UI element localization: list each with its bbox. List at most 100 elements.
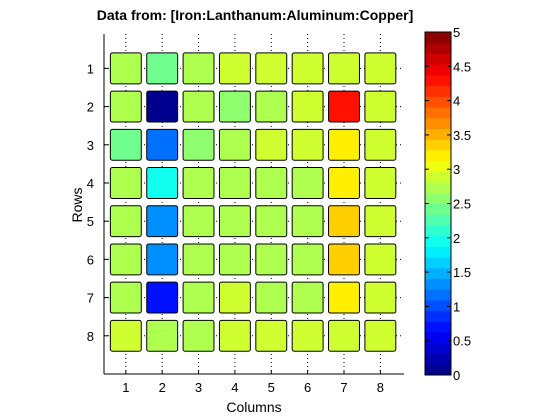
heatmap-cell [328,243,360,276]
colorbar-band [425,353,451,365]
heatmap-cell [182,90,215,123]
heatmap-cell [328,205,360,238]
heatmap-cell [218,243,251,276]
y-tick-label: 4 [87,176,94,191]
heatmap-cell [364,90,397,123]
heatmap-cell [255,243,288,276]
y-axis-label: Rows [69,187,85,222]
y-tick-label: 7 [87,291,94,306]
colorbar-band [425,332,451,344]
colorbar-tick-label: 2.5 [453,197,471,212]
heatmap-cell [218,90,251,123]
heatmap-cell [146,90,179,123]
heatmap-cell [291,205,324,238]
colorbar-band [425,364,451,376]
heatmap-cell [328,167,360,199]
y-tick-label: 3 [87,138,94,153]
x-tick-label: 7 [340,380,347,395]
colorbar-band [425,289,451,301]
heatmap-cell [182,52,215,85]
heatmap-cell [255,205,288,238]
heatmap-cell [109,281,142,314]
heatmap-cell [291,319,324,352]
colorbar-tick-label: 2 [453,231,460,246]
heatmap-cell [146,52,179,85]
heatmap-cell [291,167,324,199]
colorbar-band [425,42,451,54]
heatmap-cell [146,167,179,199]
heatmap-cell [146,281,179,314]
y-tick-label: 1 [87,61,94,76]
heatmap-cell [364,52,397,85]
colorbar-band [425,139,451,151]
colorbar-band [425,117,451,129]
colorbar-band [425,32,451,44]
colorbar-tick-label: 1 [453,299,460,314]
colorbar-tick-label: 3 [453,162,460,177]
colorbar-band [425,160,451,172]
colorbar-band [425,278,451,290]
colorbar-band [425,224,451,237]
y-tick-label: 6 [87,252,94,267]
colorbar-band [425,214,451,226]
heatmap-cell [291,128,324,161]
heatmap-cell [291,281,324,314]
colorbar-band [425,64,451,76]
y-tick-label: 5 [87,214,94,229]
heatmap-cell [218,167,251,199]
colorbar-band [425,149,451,162]
heatmap-cell [328,90,360,123]
heatmap-cell [146,128,179,161]
heatmap-cell [328,128,360,161]
colorbar-band [425,74,451,87]
x-tick-label: 4 [231,380,238,395]
heatmap-cell [109,243,142,276]
colorbar-tick-label: 4 [453,94,460,109]
heatmap-cell [182,281,215,314]
y-tick-label: 2 [87,100,94,115]
x-tick-label: 1 [122,380,129,395]
heatmap-cell [109,128,142,161]
heatmap-cell [364,319,397,352]
heatmap-cell [182,319,215,352]
heatmap-cell [364,281,397,314]
colorbar-band [425,310,451,322]
colorbar-tick-label: 0 [453,368,460,383]
colorbar-band [425,299,451,312]
y-tick-label: 8 [87,329,94,344]
colorbar-tick-label: 3.5 [453,128,471,143]
colorbar-band [425,96,451,108]
colorbar-band [425,53,451,65]
heatmap-cell [255,90,288,123]
heatmap-cell [109,90,142,123]
heatmap-cell [218,281,251,314]
chart-title: Data from: [Iron:Lanthanum:Aluminum:Copp… [97,7,414,23]
colorbar-band [425,171,451,183]
heatmap-cell [218,319,251,352]
colorbar-band [425,267,451,280]
colorbar-band [425,246,451,258]
heatmap-cell [328,281,360,314]
heatmap-cell [109,319,142,352]
x-tick-label: 5 [268,380,275,395]
colorbar-band [425,342,451,355]
colorbar-tick-label: 0.5 [453,334,471,349]
colorbar-tick-label: 4.5 [453,59,471,74]
heatmap-cell [109,167,142,199]
heatmap-cell [328,52,360,85]
heatmap-cell [218,205,251,238]
heatmap-cell [255,52,288,85]
heatmap-cell [146,243,179,276]
heatmap-cell [291,243,324,276]
heatmap-cell [291,52,324,85]
heatmap-cell [218,128,251,161]
heatmap-cell [218,52,251,85]
heatmap-cell [109,205,142,238]
heatmap-cell [328,319,360,352]
colorbar-band [425,235,451,247]
colorbar-band [425,107,451,119]
heatmap-cell [364,243,397,276]
heatmap-cell [364,128,397,161]
colorbar-band [425,128,451,140]
